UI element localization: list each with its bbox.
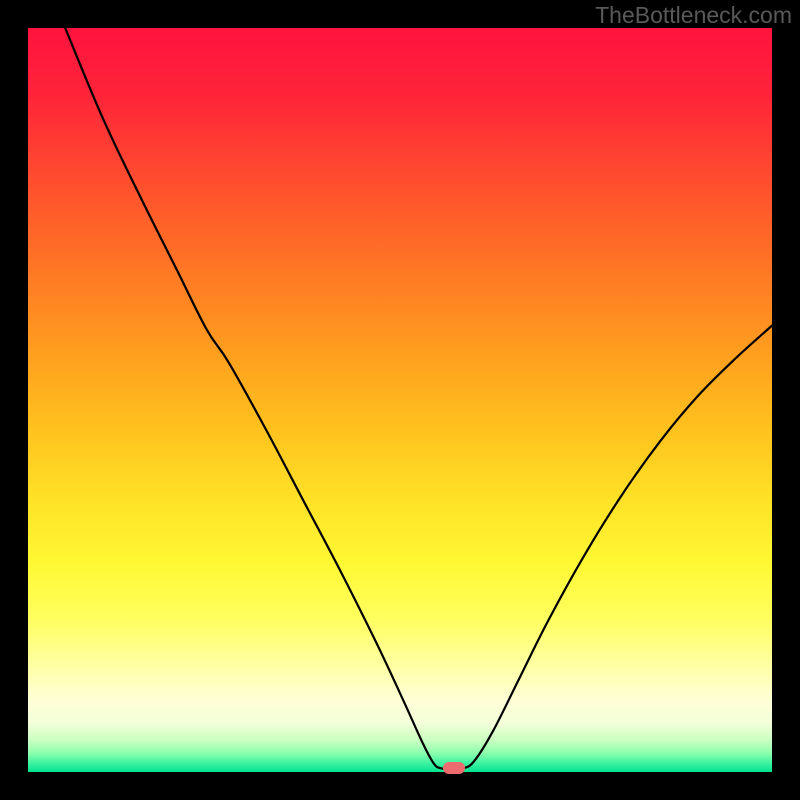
optimal-marker: [443, 762, 465, 774]
plot-area: [28, 28, 772, 772]
curve-layer: [28, 28, 772, 772]
chart-frame: TheBottleneck.com: [0, 0, 800, 800]
bottleneck-curve: [65, 28, 772, 769]
watermark-text: TheBottleneck.com: [595, 2, 792, 29]
